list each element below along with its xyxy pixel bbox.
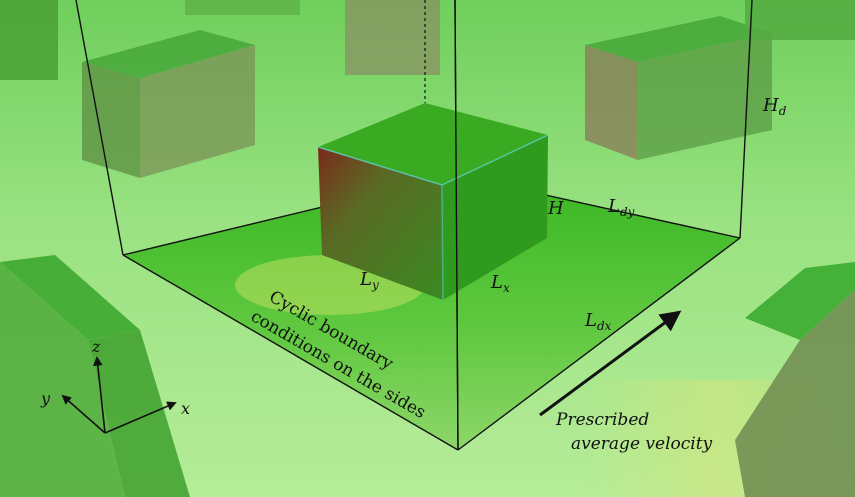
box-edge-floor-front-left (122, 254, 459, 451)
bg-cube-bottomright-top (745, 262, 855, 340)
bg-cube-bottomleft-side (0, 262, 125, 497)
label-velocity-line2: average velocity (571, 434, 713, 454)
bg-cube-bottomleft-top (0, 255, 140, 340)
box-edge-front-vertical-over (454, 0, 459, 451)
domain-floor (123, 175, 740, 450)
bg-cube-bottomright-front (735, 290, 855, 497)
box-edge-floor-front-right (457, 237, 741, 451)
box-edge-right-vertical (739, 0, 753, 239)
label-ldy: Ldy (607, 196, 635, 219)
cube-front-face (318, 147, 443, 300)
label-velocity-line1: Prescribed (555, 410, 649, 430)
bg-cube-left-side (82, 62, 140, 178)
bg-cube-left-top (82, 30, 255, 78)
velocity-arrow (539, 310, 682, 417)
label-lx: Lx (490, 272, 510, 295)
label-h: H (547, 198, 564, 219)
bg-cube-right-front (638, 33, 772, 160)
label-ldx: Ldx (584, 310, 612, 333)
box-edge-left-vertical (75, 0, 124, 256)
bg-cube-left-front (140, 45, 255, 178)
bg-cube-far-right (745, 0, 855, 40)
bg-cube-center-front (345, 0, 440, 75)
label-axis-x: x (181, 399, 190, 418)
axis-y-line (61, 394, 106, 434)
coordinate-axes (61, 356, 177, 434)
label-hd: Hd (762, 95, 787, 118)
axis-x-line (104, 401, 177, 434)
bg-cube-top-center-top (185, 0, 300, 15)
cube-vertical-edge-highlight (441, 184, 444, 301)
bg-cube-right-top (585, 16, 772, 62)
label-axis-z: z (91, 337, 101, 356)
central-cube (317, 103, 549, 301)
bg-cube-topleft (0, 0, 58, 80)
bg-cube-bottomleft-front (88, 330, 190, 497)
label-ly: Ly (359, 269, 379, 292)
cube-side-face (442, 135, 548, 300)
bg-cube-right-side (585, 45, 638, 160)
label-axis-y: y (40, 389, 51, 408)
axis-z-line (93, 356, 106, 434)
